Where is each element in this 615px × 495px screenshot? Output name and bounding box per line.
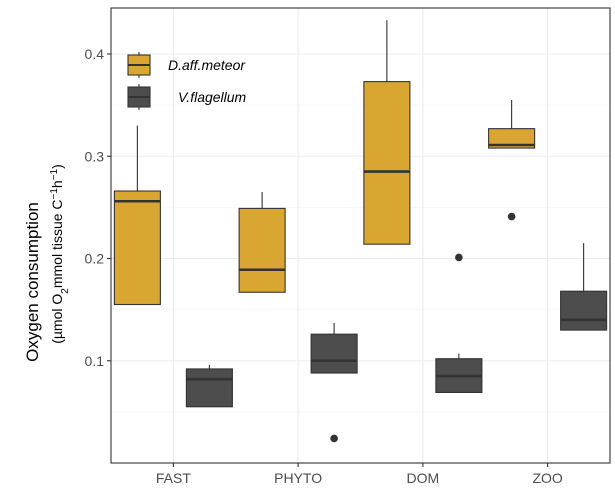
y-tick-label: 0.3: [85, 148, 105, 164]
y-tick-label: 0.2: [85, 251, 105, 267]
axes: 0.1 0.2 0.3 0.4 FAST PHYTO DOM ZOO: [85, 46, 563, 486]
y-tick-label: 0.1: [85, 353, 105, 369]
y-axis-title-line2: (µmol O2mmol tissue C−1h−1): [49, 164, 71, 344]
y-tick-label: 0.4: [85, 46, 105, 62]
outlier-point: [507, 212, 516, 221]
box-iqr: [185, 368, 233, 408]
box-iqr: [488, 128, 536, 149]
plot-border: [110, 7, 611, 464]
grid-lines: [111, 8, 610, 463]
box-zoo-2: [560, 243, 608, 331]
box-iqr: [113, 190, 161, 306]
box-phyto-1: [238, 192, 286, 293]
legend-item-2: V.flagellum: [127, 84, 247, 110]
x-tick-label: PHYTO: [274, 470, 322, 486]
box-iqr: [560, 290, 608, 331]
box-iqr: [310, 333, 358, 374]
legend-label: V.flagellum: [178, 89, 247, 105]
box-iqr: [363, 81, 411, 245]
box-fast-2: [185, 364, 233, 408]
box-fast-1: [113, 125, 161, 306]
box-dom-1: [363, 20, 411, 245]
x-tick-label: ZOO: [532, 470, 562, 486]
outlier-point: [330, 434, 338, 443]
x-tick-label: DOM: [407, 470, 440, 486]
box-iqr: [238, 207, 286, 293]
box-dom-2: [435, 253, 483, 393]
box-zoo-1: [488, 100, 536, 221]
legend-label: D.aff.meteor: [168, 57, 246, 73]
y-axis-title-line1: Oxygen consumption: [23, 202, 42, 362]
outlier-point: [455, 253, 463, 262]
x-tick-label: FAST: [156, 470, 191, 486]
box-phyto-2: [310, 322, 358, 443]
legend-item-1: D.aff.meteor: [127, 52, 246, 78]
y-axis-subtitle: (µmol O2mmol tissue C−1h−1): [49, 164, 71, 344]
y-axis-title: Oxygen consumption: [23, 202, 42, 362]
legend: D.aff.meteor V.flagellum: [127, 52, 247, 110]
box-plots: [113, 20, 608, 443]
